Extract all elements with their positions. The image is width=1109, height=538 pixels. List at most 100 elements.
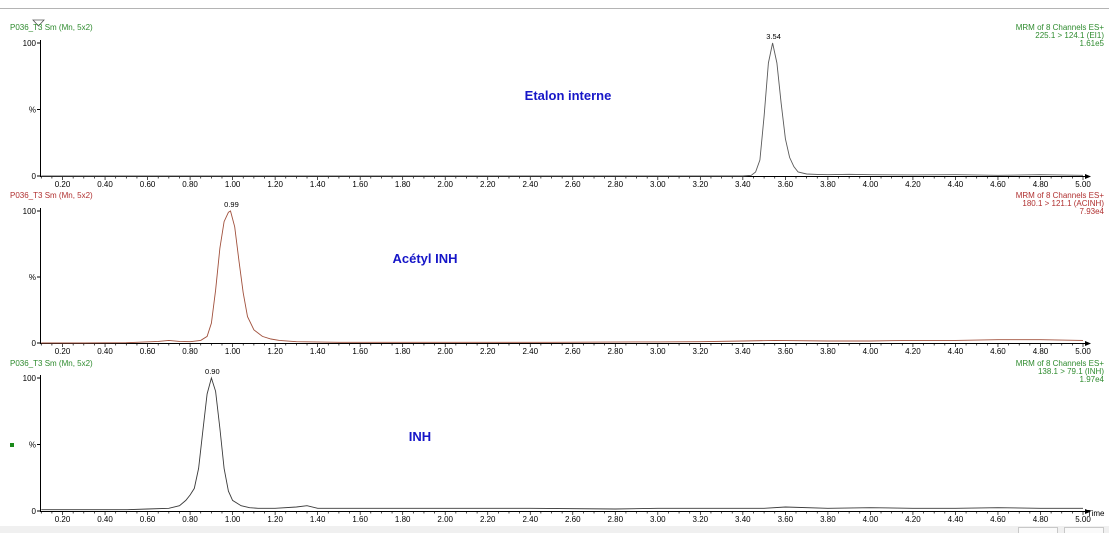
middle-x-tick-label-8: 1.80 (395, 347, 411, 356)
top-x-tick-label-5: 1.20 (267, 180, 283, 189)
bottom-header-right-2: 1.97e4 (1080, 375, 1105, 384)
middle-x-tick-label-1: 0.40 (97, 347, 113, 356)
bottom-trace (41, 376, 1083, 511)
top-x-tick-label-8: 1.80 (395, 180, 411, 189)
bottom-header-left: P036_T3 Sm (Mn, 5x2) (10, 359, 93, 368)
top-header-right-2: 1.61e5 (1080, 39, 1105, 48)
middle-y-tick-label-2: 100 (23, 207, 37, 216)
bottom-annotation: INH (409, 429, 431, 444)
top-x-tick-label-6: 1.40 (310, 180, 326, 189)
top-y-tick-label-1: % (29, 106, 36, 115)
top-x-tick-label-4: 1.00 (225, 180, 241, 189)
bottom-x-tick-label-23: 4.80 (1033, 515, 1049, 524)
bottom-x-tick-label-11: 2.40 (522, 515, 538, 524)
middle-x-tick-label-24: 5.00 (1075, 347, 1091, 356)
middle-header-right-1: 180.1 > 121.1 (ACINH) (1022, 199, 1104, 208)
top-y-tick-label-0: 0 (32, 172, 37, 181)
top-x-tick-label-22: 4.60 (990, 180, 1006, 189)
top-x-tick-label-18: 3.80 (820, 180, 836, 189)
bottom-x-tick-label-17: 3.60 (778, 515, 794, 524)
top-header-right-0: MRM of 8 Channels ES+ (1016, 23, 1105, 32)
middle-x-tick-label-23: 4.80 (1033, 347, 1049, 356)
middle-x-tick-label-22: 4.60 (990, 347, 1006, 356)
middle-x-tick-label-2: 0.60 (140, 347, 156, 356)
middle-x-tick-label-7: 1.60 (352, 347, 368, 356)
bottom-x-tick-label-9: 2.00 (437, 515, 453, 524)
top-annotation: Etalon interne (525, 88, 612, 103)
middle-peak-label-0: 0.99 (224, 200, 239, 209)
middle-header-left: P036_T3 Sm (Mn, 5x2) (10, 191, 93, 200)
top-x-tick-label-19: 4.00 (863, 180, 879, 189)
top-x-tick-label-12: 2.60 (565, 180, 581, 189)
bottom-x-tick-label-19: 4.00 (863, 515, 879, 524)
top-x-tick-label-15: 3.20 (693, 180, 709, 189)
top-x-tick-label-20: 4.20 (905, 180, 921, 189)
top-x-tick-label-13: 2.80 (607, 180, 623, 189)
top-x-tick-label-2: 0.60 (140, 180, 156, 189)
bottom-x-tick-label-12: 2.60 (565, 515, 581, 524)
top-x-tick-label-0: 0.20 (55, 180, 71, 189)
top-x-tick-label-1: 0.40 (97, 180, 113, 189)
middle-x-tick-label-10: 2.20 (480, 347, 496, 356)
top-x-tick-label-14: 3.00 (650, 180, 666, 189)
middle-x-tick-label-18: 3.80 (820, 347, 836, 356)
bottom-x-tick-label-15: 3.20 (693, 515, 709, 524)
status-strip (0, 526, 1109, 533)
middle-x-tick-label-17: 3.60 (778, 347, 794, 356)
middle-x-tick-label-20: 4.20 (905, 347, 921, 356)
top-x-tick-label-7: 1.60 (352, 180, 368, 189)
side-marker[interactable] (10, 443, 14, 447)
middle-y-tick-label-1: % (29, 273, 36, 282)
middle-x-tick-label-9: 2.00 (437, 347, 453, 356)
middle-x-tick-label-21: 4.40 (948, 347, 964, 356)
top-x-tick-label-16: 3.40 (735, 180, 751, 189)
middle-x-tick-label-5: 1.20 (267, 347, 283, 356)
bottom-tab-2[interactable] (1064, 527, 1104, 533)
middle-x-tick-label-15: 3.20 (693, 347, 709, 356)
middle-x-tick-label-13: 2.80 (607, 347, 623, 356)
top-x-tick-label-17: 3.60 (778, 180, 794, 189)
top-trace (41, 42, 1084, 177)
bottom-x-tick-label-3: 0.80 (182, 515, 198, 524)
x-axis-title: Time (1087, 509, 1105, 518)
middle-x-tick-label-19: 4.00 (863, 347, 879, 356)
middle-header-right-0: MRM of 8 Channels ES+ (1016, 191, 1105, 200)
bottom-x-tick-label-2: 0.60 (140, 515, 156, 524)
top-x-tick-label-10: 2.20 (480, 180, 496, 189)
bottom-tab-1[interactable] (1018, 527, 1058, 533)
bottom-y-tick-label-2: 100 (23, 374, 37, 383)
middle-x-tick-label-4: 1.00 (225, 347, 241, 356)
middle-x-tick-label-16: 3.40 (735, 347, 751, 356)
bottom-header-right-0: MRM of 8 Channels ES+ (1016, 359, 1105, 368)
middle-x-tick-label-6: 1.40 (310, 347, 326, 356)
middle-x-tick-label-3: 0.80 (182, 347, 198, 356)
bottom-x-tick-label-22: 4.60 (990, 515, 1006, 524)
bottom-x-tick-label-16: 3.40 (735, 515, 751, 524)
top-header-right-1: 225.1 > 124.1 (EI1) (1035, 31, 1104, 40)
top-x-axis-arrow (1085, 174, 1091, 179)
bottom-y-tick-label-0: 0 (32, 507, 37, 516)
top-header-left: P036_T3 Sm (Mn, 5x2) (10, 23, 93, 32)
top-x-tick-label-21: 4.40 (948, 180, 964, 189)
bottom-x-tick-label-7: 1.60 (352, 515, 368, 524)
bottom-x-tick-label-18: 3.80 (820, 515, 836, 524)
bottom-header-right-1: 138.1 > 79.1 (INH) (1038, 367, 1104, 376)
top-x-tick-label-24: 5.00 (1075, 180, 1091, 189)
bottom-peak-label-0: 0.90 (205, 367, 220, 376)
middle-x-axis-arrow (1085, 341, 1091, 346)
middle-x-tick-label-11: 2.40 (522, 347, 538, 356)
bottom-x-axis-arrow (1085, 509, 1091, 514)
middle-trace (41, 210, 1084, 344)
bottom-x-tick-label-24: 5.00 (1075, 515, 1091, 524)
middle-header-right-2: 7.93e4 (1080, 207, 1105, 216)
top-x-tick-label-23: 4.80 (1033, 180, 1049, 189)
bottom-x-tick-label-8: 1.80 (395, 515, 411, 524)
top-peak-label-0: 3.54 (766, 32, 781, 41)
top-x-tick-label-3: 0.80 (182, 180, 198, 189)
bottom-x-tick-label-4: 1.00 (225, 515, 241, 524)
bottom-x-tick-label-10: 2.20 (480, 515, 496, 524)
top-y-tick-label-2: 100 (23, 39, 37, 48)
bottom-x-tick-label-1: 0.40 (97, 515, 113, 524)
bottom-x-tick-label-6: 1.40 (310, 515, 326, 524)
